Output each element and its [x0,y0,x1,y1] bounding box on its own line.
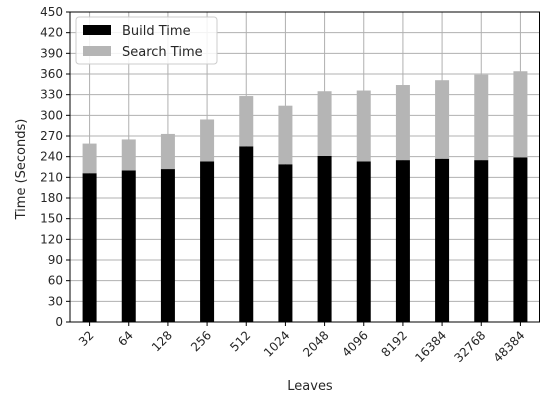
x-tick-label: 512 [227,328,253,354]
x-tick-label: 256 [188,328,214,354]
bar-search-time-1024 [278,105,293,165]
bar-build-time-1024 [278,164,293,322]
y-tick-label: 240 [40,150,63,164]
bar-build-time-512 [239,146,254,322]
bar-search-time-2048 [317,91,332,156]
x-tick-label: 128 [149,328,175,354]
x-tick-label: 8192 [379,328,410,359]
y-tick-label: 180 [40,191,63,205]
x-axis-label: Leaves [287,379,333,394]
bar-build-time-256 [200,161,215,322]
x-tick-label: 32 [76,328,97,349]
bar-build-time-16384 [435,158,450,322]
x-ticks: 32 64 128 256 512 1024 2048 4096 8192 16384 32768 4… [76,322,528,365]
y-tick-label: 120 [40,232,63,246]
bar-build-time-8192 [395,160,410,322]
bar-search-time-32768 [474,74,489,161]
bars [82,71,528,322]
bar-build-time-32768 [474,160,489,322]
bar-build-time-64 [121,170,136,322]
x-tick-label: 4096 [339,328,370,359]
bar-search-time-512 [239,96,254,147]
bar-build-time-2048 [317,155,332,322]
bar-search-time-8192 [395,85,410,161]
bar-search-time-16384 [435,80,450,159]
y-tick-label: 270 [40,129,63,143]
y-tick-label: 330 [40,88,63,102]
y-ticks: 0 30 60 90 120 150 180 210 240 270 300 330 360 390 420… [40,5,70,329]
bar-search-time-32 [82,143,97,174]
bar-build-time-32 [82,173,97,322]
y-tick-label: 450 [40,5,63,19]
bar-search-time-256 [200,119,215,162]
y-tick-label: 300 [40,108,63,122]
x-tick-label: 64 [115,328,136,349]
legend-swatch-search-time [83,46,111,56]
y-axis-label: Time (Seconds) [14,119,29,221]
bar-search-time-4096 [356,90,371,162]
legend-label-search-time: Search Time [122,45,203,60]
bar-build-time-4096 [356,161,371,322]
legend: Build Time Search Time [75,16,218,65]
y-tick-label: 90 [48,253,63,267]
x-tick-label: 16384 [412,328,449,365]
y-tick-label: 30 [48,294,63,308]
bar-build-time-48384 [513,157,528,322]
legend-box [75,16,218,65]
y-tick-label: 0 [55,315,63,329]
x-tick-label: 32768 [451,328,488,365]
legend-swatch-build-time [83,25,111,35]
y-tick-label: 60 [48,274,63,288]
bar-build-time-128 [160,169,175,322]
x-tick-label: 1024 [261,328,292,359]
y-tick-label: 390 [40,46,63,60]
x-tick-label: 2048 [300,328,331,359]
y-tick-label: 360 [40,67,63,81]
x-tick-label: 48384 [491,328,528,365]
y-tick-label: 420 [40,26,63,40]
bar-search-time-128 [160,133,175,170]
y-tick-label: 210 [40,170,63,184]
bar-search-time-64 [121,139,136,171]
legend-label-build-time: Build Time [122,24,191,39]
y-tick-label: 150 [40,212,63,226]
bar-search-time-48384 [513,71,528,158]
